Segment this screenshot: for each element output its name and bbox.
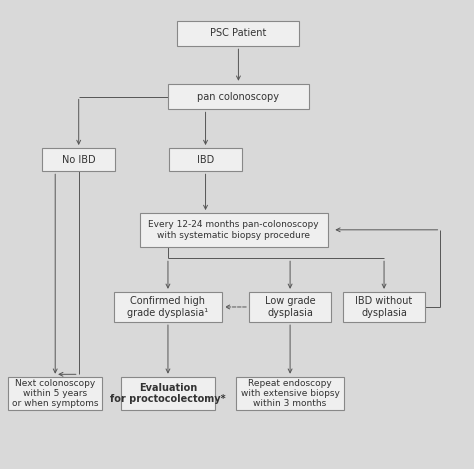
- FancyBboxPatch shape: [236, 377, 344, 410]
- Text: pan colonoscopy: pan colonoscopy: [197, 91, 279, 102]
- Text: IBD without
dysplasia: IBD without dysplasia: [356, 296, 413, 318]
- FancyBboxPatch shape: [114, 292, 222, 322]
- FancyBboxPatch shape: [249, 292, 331, 322]
- FancyBboxPatch shape: [42, 148, 115, 171]
- Text: Next colonoscopy
within 5 years
or when symptoms: Next colonoscopy within 5 years or when …: [12, 378, 99, 408]
- FancyBboxPatch shape: [177, 21, 300, 46]
- Text: Confirmed high
grade dysplasia¹: Confirmed high grade dysplasia¹: [128, 296, 209, 318]
- FancyBboxPatch shape: [168, 83, 309, 109]
- Text: Repeat endoscopy
with extensive biopsy
within 3 months: Repeat endoscopy with extensive biopsy w…: [241, 378, 339, 408]
- FancyBboxPatch shape: [140, 213, 328, 247]
- FancyBboxPatch shape: [121, 377, 215, 410]
- Text: IBD: IBD: [197, 155, 214, 165]
- FancyBboxPatch shape: [343, 292, 425, 322]
- Text: Low grade
dysplasia: Low grade dysplasia: [265, 296, 315, 318]
- Text: Every 12-24 months pan-colonoscopy
with systematic biopsy procedure: Every 12-24 months pan-colonoscopy with …: [148, 220, 319, 240]
- FancyBboxPatch shape: [8, 377, 102, 410]
- Text: PSC Patient: PSC Patient: [210, 29, 266, 38]
- Text: No IBD: No IBD: [62, 155, 96, 165]
- FancyBboxPatch shape: [169, 148, 242, 171]
- Text: Evaluation
for proctocolectomy*: Evaluation for proctocolectomy*: [110, 383, 226, 404]
